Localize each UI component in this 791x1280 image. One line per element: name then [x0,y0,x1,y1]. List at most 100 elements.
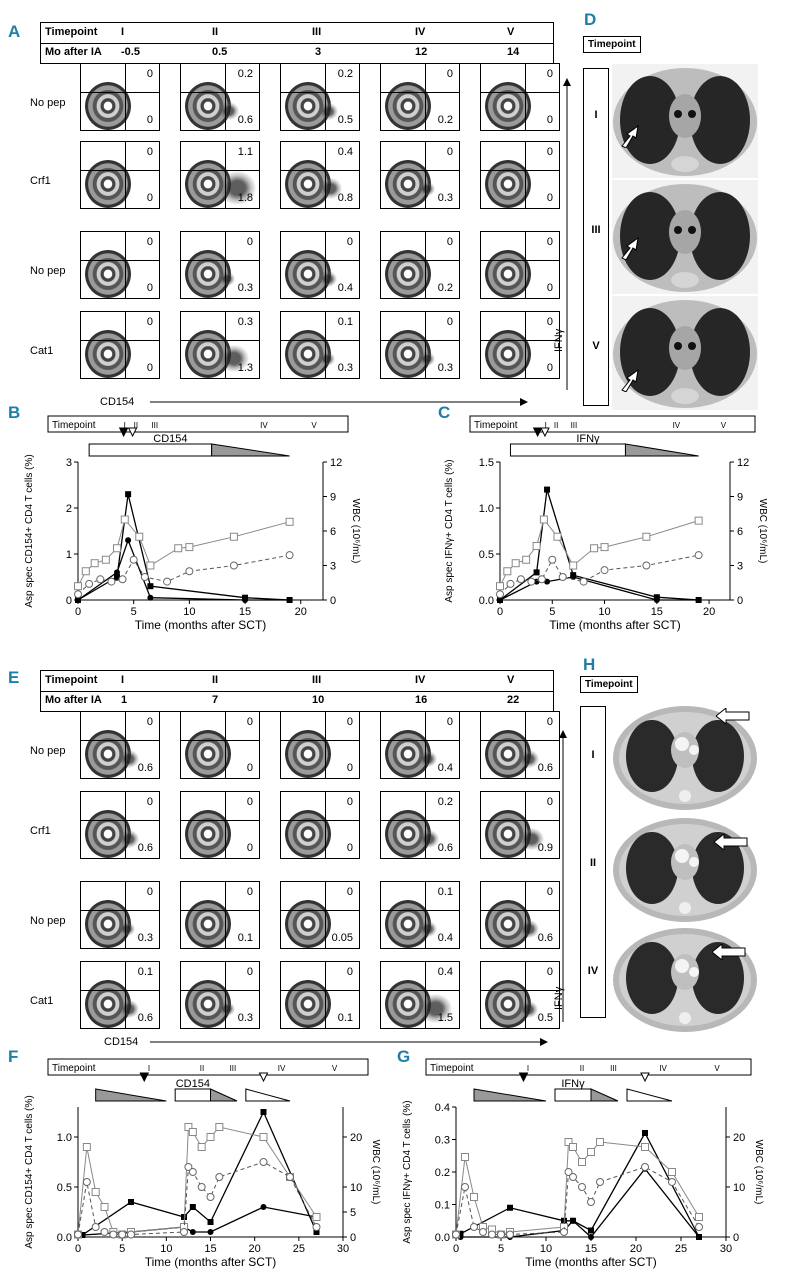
quadrant-lower-right-value: 0 [246,842,253,854]
filled-triangle-icon [118,427,129,438]
data-point [579,577,588,586]
x-tick-label: 20 [295,606,307,618]
data-point [242,597,249,603]
quadrant-lower-right-value: 0.6 [137,842,153,854]
quadrant-lower-right-value: 0 [146,362,153,374]
data-point [91,1223,100,1231]
open-triangle-icon [258,1072,269,1083]
data-point [578,1183,586,1191]
y-tick-label: 0.4 [435,1102,450,1114]
timepoint-header: Timepoint [45,674,98,686]
flow-plot-r3-c2: 0 0.3 [180,231,260,299]
flow-density-blob [85,330,131,378]
flow-positive-events [519,919,540,939]
data-point [112,544,121,553]
data-point [100,1228,109,1236]
timepoint-header: Timepoint [52,1063,96,1074]
quadrant-upper-right-value: 0.2 [337,68,353,80]
y-axis-label: Asp spec CD154+ CD4 T cells (%) [24,1095,35,1248]
data-point [578,1158,586,1166]
x-tick-label: 25 [675,1243,687,1255]
quadrant-upper-right-value: 0 [246,796,253,808]
lesion-arrow-icon [715,706,750,729]
timepoint-3: III [312,674,322,686]
data-point [184,1163,193,1171]
data-point [207,1219,214,1225]
data-point [668,1178,676,1186]
flow-density-blob [185,900,231,948]
month-1: -0.5 [121,46,140,58]
panel-letter-b: B [8,403,21,422]
quadrant-upper-right-value: 0 [146,716,153,728]
x-tick-label: 0 [453,1243,459,1255]
x-tick-label: 0 [497,606,503,618]
data-point [109,1230,118,1239]
row-label-cat1: Cat1 [30,995,54,1007]
timepoint-1: I [124,421,126,430]
quadrant-lower-right-value: 0.6 [437,842,453,854]
quadrant-upper-right-value: 0 [246,236,253,248]
x-tick-label: 0 [75,1243,81,1255]
y2-axis-label: WBC (10⁶/mL) [757,499,768,564]
y-tick-label: 1.0 [479,503,494,515]
x-tick-label: 25 [293,1243,305,1255]
data-point [135,532,144,541]
flow-density-blob [285,900,331,948]
data-point [215,1123,224,1131]
y2-tick-label: 12 [737,457,749,469]
ct-scan-image-2 [612,180,758,294]
flow-positive-events [119,749,140,769]
y2-tick-label: 9 [737,492,743,504]
quadrant-lower-right-value: 0.8 [337,192,353,204]
quadrant-upper-right-value: 0.1 [137,966,153,978]
quadrant-lower-right-value: 0.6 [537,762,553,774]
x-tick-label: 10 [160,1243,172,1255]
flow-plot-r1-c3: 0.2 0.5 [280,63,360,131]
data-point [174,544,183,553]
flow-positive-events [219,344,250,373]
flow-plot-r2-c1: 0 0.6 [80,791,160,859]
y2-axis-label: WBC (10⁶/mL) [753,1140,764,1205]
data-point [558,573,567,581]
treatment-bar-tapered-1 [473,1088,547,1102]
flow-plot-r3-c3: 0 0.4 [280,231,360,299]
panel-h-timepoint-3: IV [587,965,599,977]
panel-letter-g: G [397,1047,411,1066]
quadrant-upper-right-value: 0.2 [437,796,453,808]
flow-density-blob [85,250,131,298]
quadrant-upper-right-value: 0 [246,966,253,978]
flow-positive-events [419,829,440,849]
data-point [696,1234,702,1240]
timepoint-2: II [212,674,219,686]
quadrant-upper-right-value: 0 [146,236,153,248]
quadrant-lower-right-value: 0 [546,282,553,294]
timepoint-5: V [332,1064,338,1073]
month-3: 10 [312,694,325,706]
flow-plot-r1-c4: 0 0.4 [380,711,460,779]
timepoint-box [47,1058,369,1076]
timepoint-2: II [554,421,558,430]
treatment-bar-tapered-3 [626,1088,673,1102]
data-point [694,551,703,560]
data-point [560,1228,568,1236]
data-point [229,561,238,570]
treatment-bar-label: IFNγ [576,433,600,445]
data-point [470,1193,478,1201]
panel-h-timepoint-column: I II IV [580,706,606,1018]
quadrant-lower-right-value: 0.1 [337,1012,353,1024]
flow-positive-events [119,829,140,849]
y2-tick-label: 10 [733,1182,745,1194]
y2-axis-label: WBC (10⁶/mL) [370,1140,381,1205]
data-point [590,544,599,553]
timepoint-5: V [507,674,515,686]
y-tick-label: 1.0 [57,1132,72,1144]
panel-d-timepoint-1: I [594,109,598,121]
panel-letter-a: A [8,22,21,41]
treatment-bar-white [174,1088,212,1102]
y2-tick-label: 20 [350,1132,362,1144]
row-label-crf1: Crf1 [30,825,51,837]
flow-positive-events [319,351,336,367]
timepoint-2: II [134,421,138,430]
x-tick-label: 15 [585,1243,597,1255]
data-point [641,1143,649,1151]
